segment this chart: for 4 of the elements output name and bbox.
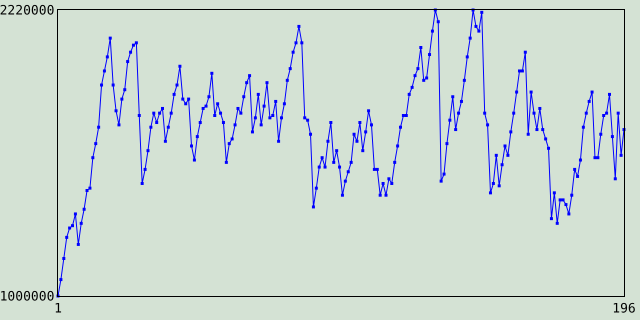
- y-tick-label: 2220000: [0, 4, 54, 19]
- x-tick-label: 1: [54, 302, 62, 317]
- x-tick-label: 196: [612, 302, 636, 317]
- y-tick-label: 1000000: [0, 290, 54, 305]
